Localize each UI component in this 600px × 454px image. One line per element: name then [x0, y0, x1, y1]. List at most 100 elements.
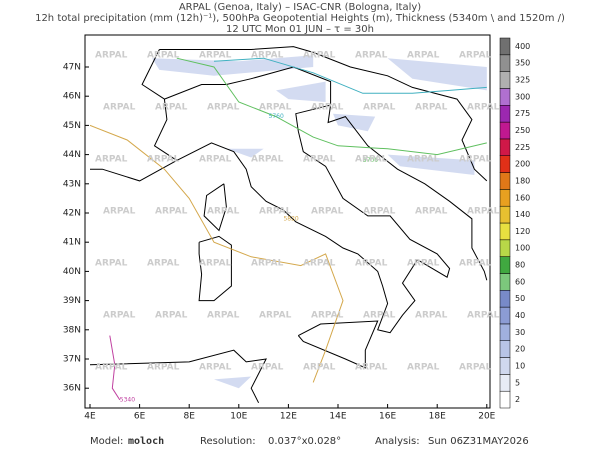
contour-line	[213, 57, 487, 94]
watermark: ARPAL	[251, 259, 284, 269]
watermark: ARPAL	[95, 51, 128, 61]
colorbar-swatch	[499, 357, 511, 375]
colorbar-swatch	[499, 273, 511, 291]
colorbar-swatch	[499, 205, 511, 224]
watermark: ARPAL	[251, 155, 284, 165]
colorbar-label: 350	[515, 59, 530, 68]
lat-label: 44N	[63, 150, 81, 160]
colorbar-swatch	[499, 306, 511, 325]
colorbar-swatch	[499, 390, 511, 409]
colorbar-label: 10	[515, 361, 525, 370]
map-layer: 5760 5700 5820 5340 ARPAL ARPAL ARPAL ARPAL ARPA…	[89, 46, 500, 404]
colorbar-swatch	[499, 222, 511, 241]
watermark: ARPAL	[199, 259, 232, 269]
contour-label: 5700	[363, 157, 378, 164]
lat-label: 42N	[63, 209, 81, 219]
watermark: ARPAL	[199, 51, 232, 61]
colorbar-label: 180	[515, 176, 530, 185]
lon-label: 20E	[478, 412, 495, 422]
watermark: ARPAL	[303, 155, 336, 165]
colorbar-swatch	[499, 71, 511, 89]
lon-label: 12E	[280, 412, 297, 422]
watermark: ARPAL	[303, 51, 336, 61]
colorbar-label: 2	[515, 395, 520, 404]
colorbar-label: 80	[515, 261, 525, 270]
watermark: ARPAL	[467, 207, 500, 217]
colorbar-label: 250	[515, 126, 530, 135]
contour-line	[176, 57, 487, 156]
colorbar-label: 100	[515, 244, 530, 253]
contour-label: 5820	[283, 215, 298, 222]
watermark: ARPAL	[459, 363, 492, 373]
colorbar-swatch	[499, 323, 511, 341]
watermark: ARPAL	[459, 51, 492, 61]
footer-label: Resolution:	[200, 436, 256, 447]
watermark: ARPAL	[467, 311, 500, 321]
colorbar-swatch	[499, 105, 511, 123]
header-line: 12h total precipitation (mm (12h)⁻¹), 50…	[35, 13, 565, 24]
watermark: ARPAL	[259, 103, 292, 113]
colorbar-swatch	[499, 256, 511, 274]
lat-label: 43N	[63, 179, 81, 189]
watermark: ARPAL	[363, 207, 396, 217]
colorbar-label: 20	[515, 345, 525, 354]
watermark: ARPAL	[311, 311, 344, 321]
header-line: ARPAL (Genoa, Italy) – ISAC-CNR (Bologna…	[179, 2, 421, 13]
footer-value: 0.037°x0.028°	[268, 436, 341, 447]
colorbar-label: 40	[515, 311, 525, 320]
lat-label: 38N	[63, 325, 81, 335]
colorbar-swatch	[499, 37, 511, 56]
lon-label: 4E	[84, 412, 96, 422]
watermark: ARPAL	[303, 363, 336, 373]
watermark: ARPAL	[407, 51, 440, 61]
watermark: ARPAL	[407, 363, 440, 373]
footer-label: Model:	[90, 436, 123, 447]
lat-label: 36N	[63, 384, 81, 394]
colorbar-label: 225	[515, 143, 530, 152]
contour-line	[109, 335, 121, 401]
watermark: ARPAL	[147, 51, 180, 61]
colorbar-label: 60	[515, 277, 525, 286]
colorbar-label: 140	[515, 210, 530, 219]
lat-label: 37N	[63, 355, 81, 365]
header-line: 12 UTC Mon 01 JUN – τ = 30h	[226, 24, 374, 35]
precip-area	[214, 376, 252, 389]
lat-label: 39N	[63, 296, 81, 306]
colorbar-swatch	[499, 88, 511, 106]
colorbar-label: 400	[515, 42, 530, 51]
footer-value: moloch	[128, 436, 164, 447]
colorbar-swatch	[499, 374, 511, 392]
coastline	[297, 320, 379, 369]
colorbar-label: 30	[515, 328, 525, 337]
watermark: ARPAL	[355, 155, 388, 165]
watermark: ARPAL	[155, 207, 188, 217]
lon-label: 14E	[329, 412, 346, 422]
lat-label: 41N	[63, 238, 81, 248]
coastline	[159, 46, 488, 182]
colorbar-label: 200	[515, 160, 530, 169]
watermark: ARPAL	[363, 103, 396, 113]
lon-label: 8E	[183, 412, 195, 422]
watermark: ARPAL	[467, 103, 500, 113]
watermark: ARPAL	[207, 207, 240, 217]
watermark: ARPAL	[155, 311, 188, 321]
watermark: ARPAL	[415, 311, 448, 321]
colorbar-label: 160	[515, 193, 530, 202]
coastline	[141, 49, 178, 161]
lon-label: 10E	[230, 412, 247, 422]
watermark: ARPAL	[207, 311, 240, 321]
watermark: ARPAL	[147, 259, 180, 269]
footer-label: Analysis:	[375, 436, 420, 447]
colorbar-swatch	[499, 138, 511, 156]
watermark: ARPAL	[199, 363, 232, 373]
watermark: ARPAL	[207, 103, 240, 113]
watermark: ARPAL	[251, 363, 284, 373]
coastline	[89, 349, 267, 404]
coastline	[198, 235, 232, 302]
colorbar-swatch	[499, 121, 511, 140]
lat-label: 46N	[63, 92, 81, 102]
precip-area	[333, 113, 376, 132]
watermark: ARPAL	[155, 103, 188, 113]
colorbar-swatch	[499, 172, 511, 190]
